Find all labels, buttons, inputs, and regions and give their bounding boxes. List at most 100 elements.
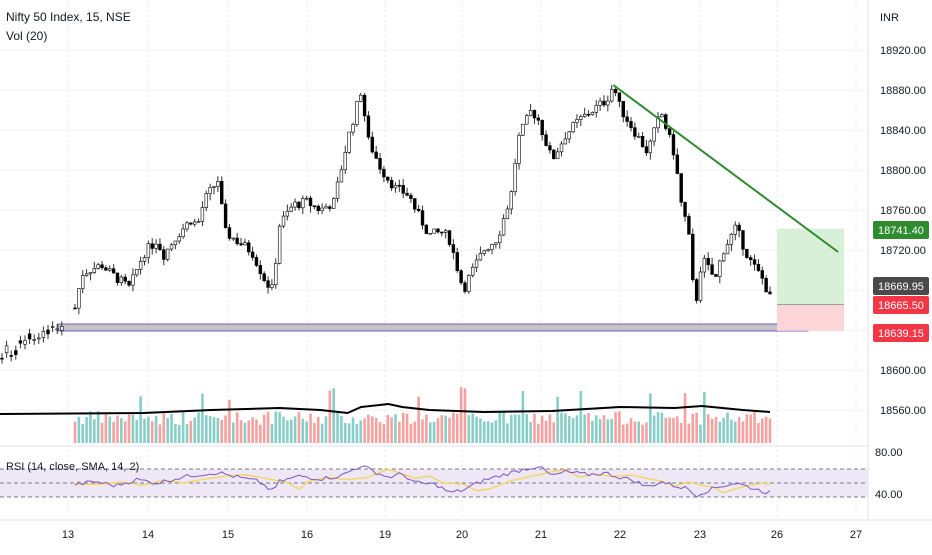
- candle-body: [192, 221, 197, 225]
- volume-bar: [428, 422, 432, 443]
- candle-body: [679, 173, 683, 203]
- volume-label: Vol (20): [6, 29, 47, 43]
- candle-body: [521, 123, 525, 136]
- price-tag-bg: [873, 221, 929, 239]
- y-tick-label: 18880.00: [880, 85, 926, 97]
- volume-bar: [749, 414, 752, 443]
- volume-bar: [216, 417, 220, 443]
- volume-bar: [687, 423, 691, 443]
- volume-bar: [710, 418, 714, 443]
- volume-bar: [251, 417, 254, 443]
- volume-bar: [394, 414, 397, 443]
- candle-body: [509, 191, 514, 210]
- candle-body: [625, 116, 629, 122]
- overlays: [0, 84, 839, 415]
- volume-bar: [120, 418, 123, 443]
- candle-body: [266, 280, 270, 288]
- candle-body: [281, 215, 286, 227]
- volume-bar: [575, 415, 579, 443]
- candle-body: [517, 134, 521, 164]
- candle-body: [413, 198, 417, 210]
- candle-body: [285, 210, 290, 217]
- candle-body: [88, 272, 93, 275]
- stop-zone: [777, 304, 844, 331]
- volume-bar: [571, 417, 575, 443]
- volume-bar: [703, 391, 706, 443]
- candle-body: [208, 187, 212, 194]
- volume-bar: [278, 412, 281, 443]
- candle-body: [123, 276, 127, 282]
- volume-bar: [421, 419, 424, 443]
- candle-body: [374, 151, 378, 159]
- candle-body: [27, 333, 32, 340]
- rsi-tick-40: 40.00: [875, 489, 903, 501]
- candle-body: [428, 232, 432, 235]
- volume-bar: [452, 412, 455, 443]
- volume-bar: [691, 413, 695, 443]
- candle-body: [220, 181, 224, 205]
- candles: [0, 84, 772, 364]
- candle-body: [270, 284, 274, 288]
- x-tick-label: 23: [694, 529, 706, 541]
- axes: 18560.0018600.0018640.0018680.0018720.00…: [0, 0, 932, 541]
- price-tag-bg: [873, 324, 929, 342]
- candle-body: [532, 110, 537, 119]
- volume-bar: [232, 422, 235, 443]
- volume-bar: [116, 415, 119, 443]
- candle-body: [81, 275, 85, 289]
- candle-body: [501, 218, 506, 236]
- candle-body: [204, 193, 208, 208]
- volume-bar: [695, 412, 698, 443]
- volume-bar: [301, 418, 305, 443]
- candle-body: [0, 357, 4, 360]
- candle-body: [359, 94, 363, 102]
- volume-bar: [77, 416, 81, 443]
- volume-bar: [490, 422, 494, 443]
- candle-body: [328, 206, 332, 209]
- candle-body: [714, 274, 718, 277]
- volume-bar: [544, 420, 548, 443]
- candle-body: [258, 265, 263, 275]
- candle-body: [451, 244, 456, 253]
- candle-body: [297, 201, 301, 209]
- candle-body: [92, 268, 97, 273]
- volume-bar: [343, 422, 347, 443]
- candle-body: [424, 224, 429, 234]
- candle-body: [594, 105, 598, 113]
- volume-bar: [737, 416, 741, 443]
- volume-bar: [764, 416, 768, 443]
- volume-bar: [618, 411, 621, 443]
- volume-bar: [347, 423, 351, 443]
- x-tick-label: 16: [301, 529, 313, 541]
- volume-bars: [73, 387, 772, 443]
- candle-body: [185, 222, 189, 230]
- volume-bar: [131, 414, 135, 443]
- volume-bar: [510, 415, 513, 443]
- candle-body: [247, 242, 251, 253]
- volume-bar: [112, 421, 115, 443]
- candle-body: [37, 337, 41, 340]
- volume-bar: [274, 411, 278, 443]
- rsi-line: [74, 465, 771, 498]
- rsi-sma-line: [75, 468, 771, 494]
- candle-body: [142, 257, 147, 262]
- candle-body: [447, 230, 452, 245]
- candle-body: [308, 197, 313, 207]
- volume-bar: [525, 413, 529, 443]
- volume-bar: [633, 421, 637, 443]
- volume-bar: [262, 414, 266, 443]
- candle-body: [355, 101, 359, 125]
- candle-body: [135, 269, 139, 276]
- candle-body: [436, 228, 440, 233]
- volume-bar: [204, 415, 208, 443]
- candle-body: [702, 258, 707, 273]
- y-tick-label: 18600.00: [880, 365, 926, 377]
- candle-body: [590, 112, 595, 116]
- volume-bar: [552, 422, 556, 443]
- y-tick-label: 18560.00: [880, 405, 926, 417]
- volume-bar: [482, 421, 486, 443]
- volume-bar: [135, 419, 139, 443]
- rsi-panel: [0, 465, 868, 498]
- candle-body: [169, 244, 174, 250]
